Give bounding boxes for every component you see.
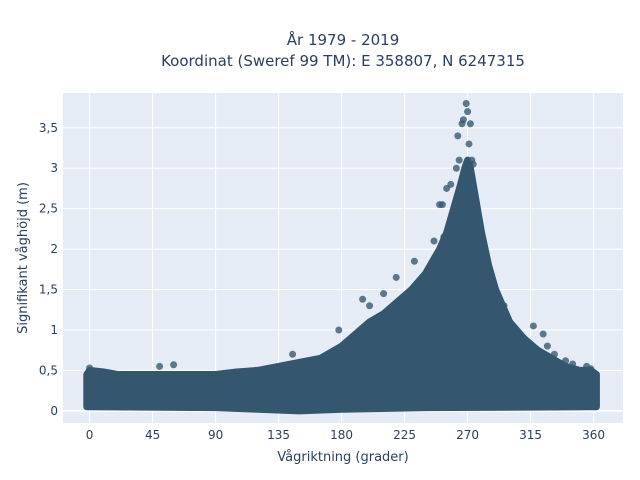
scatter-point-11 <box>440 233 448 241</box>
scatter-point-29 <box>478 241 486 249</box>
y-tick-label-4: 2 <box>50 242 58 256</box>
y-tick-labels: 0 0,5 1 1,5 2 2,5 3 3,5 <box>39 121 58 418</box>
y-tick-label-6: 3 <box>50 161 58 175</box>
x-tick-label-4: 180 <box>330 428 353 442</box>
scatter-point-33 <box>500 302 508 310</box>
scatter-point-42 <box>569 360 577 368</box>
scatter-points <box>86 100 595 373</box>
scatter-point-36 <box>520 334 528 342</box>
scatter-point-7 <box>380 290 388 298</box>
y-tick-label-7: 3,5 <box>39 121 58 135</box>
x-tick-label-6: 270 <box>456 428 479 442</box>
x-tick-label-7: 315 <box>519 428 542 442</box>
scatter-point-44 <box>587 365 595 373</box>
scatter-point-22 <box>462 100 470 108</box>
scatter-point-25 <box>465 140 473 148</box>
scatter-point-32 <box>492 286 500 294</box>
scatter-point-30 <box>482 261 490 269</box>
data-cloud <box>83 156 600 415</box>
scatter-point-3 <box>289 350 297 358</box>
scatter-point-0 <box>86 364 94 372</box>
y-axis-label: Signifikant våghöjd (m) <box>16 182 31 334</box>
scatter-point-39 <box>543 342 551 350</box>
scatter-point-38 <box>539 330 547 338</box>
scatter-point-27 <box>469 160 477 168</box>
x-tick-label-8: 360 <box>582 428 605 442</box>
scatter-point-35 <box>514 330 522 338</box>
y-tick-label-3: 1,5 <box>39 283 58 297</box>
scatter-point-16 <box>447 180 455 188</box>
scatter-point-23 <box>464 108 472 116</box>
y-tick-label-2: 1 <box>50 323 58 337</box>
x-tick-labels: 0 45 90 135 180 225 270 315 360 <box>86 428 605 442</box>
scatter-point-37 <box>529 322 537 330</box>
scatter-point-5 <box>359 295 367 303</box>
scatter-point-4 <box>335 326 343 334</box>
scatter-point-10 <box>430 237 438 245</box>
x-tick-label-5: 225 <box>393 428 416 442</box>
scatter-point-9 <box>410 257 418 265</box>
scatter-point-17 <box>452 164 460 172</box>
scatter-point-41 <box>562 357 570 365</box>
scatter-point-13 <box>438 201 446 209</box>
x-tick-label-2: 90 <box>208 428 223 442</box>
scatter-point-24 <box>466 120 474 128</box>
scatter-point-34 <box>506 322 514 330</box>
chart-subtitle: Koordinat (Sweref 99 TM): E 358807, N 62… <box>161 52 525 70</box>
y-tick-label-5: 2,5 <box>39 202 58 216</box>
scatter-point-40 <box>550 350 558 358</box>
scatter-point-6 <box>366 302 374 310</box>
y-tick-label-0: 0 <box>50 404 58 418</box>
scatter-point-8 <box>392 273 400 281</box>
x-tick-label-3: 135 <box>267 428 290 442</box>
scatter-point-2 <box>170 361 178 369</box>
x-tick-label-1: 45 <box>145 428 160 442</box>
x-tick-label-0: 0 <box>86 428 94 442</box>
scatter-point-18 <box>454 132 462 140</box>
x-axis-label: Vågriktning (grader) <box>277 450 408 465</box>
scatter-point-31 <box>486 277 494 285</box>
scatter-point-28 <box>472 213 480 221</box>
y-tick-label-1: 0,5 <box>39 363 58 377</box>
chart-title: År 1979 - 2019 <box>287 30 400 49</box>
scatter-point-21 <box>459 116 467 124</box>
scatter-point-19 <box>455 156 463 164</box>
scatter-point-1 <box>156 362 164 370</box>
dense-point-cloud <box>83 156 600 415</box>
scatter-point-14 <box>445 221 453 229</box>
